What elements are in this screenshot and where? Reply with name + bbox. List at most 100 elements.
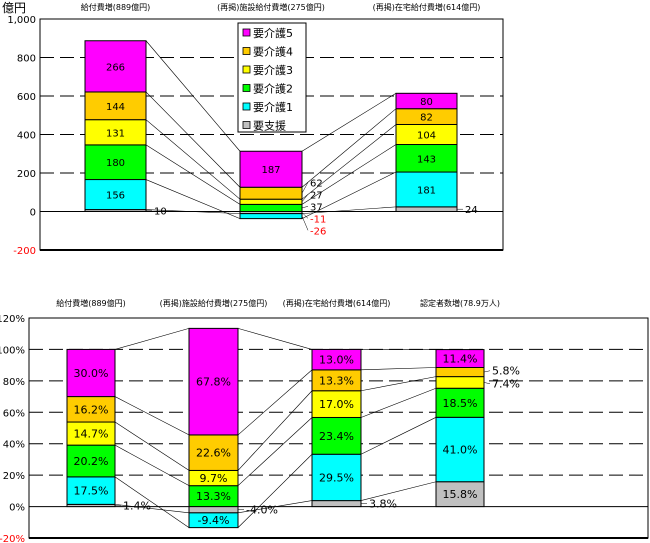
data-label: 181 <box>417 185 436 196</box>
series-connector-line <box>301 144 397 205</box>
series-connector-line <box>114 444 190 486</box>
data-label: 143 <box>417 154 436 165</box>
data-label: 16.2% <box>74 403 109 416</box>
bar-segment <box>239 150 303 188</box>
series-connector-line <box>237 369 313 436</box>
bar-segment <box>311 453 362 502</box>
data-label: -11 <box>310 214 326 225</box>
bar-segment <box>435 349 485 369</box>
series-connector-line <box>114 328 190 350</box>
legend-label: 要介護4 <box>253 45 293 59</box>
series-connector-line <box>360 376 437 392</box>
data-label: 15.8% <box>443 488 478 501</box>
category-title: 認定者数増(78.9万人) <box>420 298 500 308</box>
data-label-leader <box>301 216 309 231</box>
bar-segment <box>395 144 458 173</box>
data-label: 23.4% <box>319 430 354 443</box>
legend-swatch <box>242 84 251 92</box>
series-connector-line <box>114 476 190 528</box>
y-tick-label: 200 <box>17 169 36 180</box>
data-label: 20.2% <box>74 455 109 468</box>
y-tick-label: 40% <box>3 440 25 451</box>
data-label-leader <box>301 194 309 202</box>
y-tick-label: 20% <box>3 471 25 482</box>
series-connector-line <box>360 481 437 501</box>
data-label-leader <box>301 212 309 219</box>
series-connector-line <box>237 454 313 528</box>
y-tick-label: 100% <box>0 345 25 356</box>
series-connector-line <box>301 171 397 219</box>
data-label: 11.4% <box>443 353 478 366</box>
category-title: (再掲)在宅給付費増(614億円) <box>283 298 391 308</box>
bar-segment <box>84 40 147 93</box>
data-label: 10 <box>154 207 167 218</box>
series-connector-line <box>145 144 241 205</box>
data-label-leader <box>483 370 491 373</box>
y-tick-label: 60% <box>3 408 25 419</box>
data-label: -4.0% <box>246 504 278 517</box>
data-label: 22.6% <box>196 447 231 460</box>
data-label: 131 <box>106 128 125 139</box>
data-label: 13.0% <box>319 354 354 367</box>
legend-label: 要介護3 <box>253 63 293 77</box>
bar-segment <box>66 476 116 505</box>
series-connector-line <box>145 179 241 219</box>
series-connector-line <box>145 40 241 152</box>
category-title: (再掲)施設給付費増(275億円) <box>217 2 325 12</box>
data-label: 17.5% <box>74 485 109 498</box>
category-title: 給付費増(889億円) <box>56 298 126 308</box>
data-label: 18.5% <box>443 397 478 410</box>
series-connector-line <box>301 93 397 152</box>
series-connector-line <box>301 108 397 188</box>
legend-swatch <box>242 102 251 111</box>
bar-segment <box>84 91 147 121</box>
bar-segment <box>311 390 362 418</box>
bar-segment <box>239 203 303 213</box>
data-label: 13.3% <box>196 490 231 503</box>
data-label: 27 <box>310 190 323 201</box>
bar-segment <box>311 348 362 371</box>
data-label: 144 <box>106 102 125 113</box>
data-label: 5.8% <box>492 365 520 378</box>
y-tick-label: 800 <box>17 54 36 65</box>
series-connector-line <box>360 367 437 371</box>
bar-segment <box>435 367 485 378</box>
data-label: 24 <box>465 205 478 216</box>
bar-segment <box>84 144 147 181</box>
data-label: 187 <box>261 165 280 176</box>
legend-label: 要介護1 <box>253 100 293 114</box>
category-title: (再掲)施設給付費増(275億円) <box>160 298 268 308</box>
legend-label: 要介護2 <box>253 82 293 96</box>
data-label-leader <box>483 382 491 384</box>
data-label: 67.8% <box>196 376 231 389</box>
y-tick-label: 400 <box>17 131 36 142</box>
series-connector-line <box>360 387 437 418</box>
bar-segment <box>84 119 147 146</box>
y-tick-label: 1,000 <box>7 15 36 26</box>
bar-segment <box>66 348 116 398</box>
data-label: 104 <box>417 131 436 142</box>
data-label: 1.4% <box>123 499 151 512</box>
bar-segment <box>395 206 458 213</box>
data-label: 9.7% <box>200 472 228 485</box>
legend-swatch <box>242 121 251 129</box>
series-connector-line <box>114 421 190 471</box>
series-connector-line <box>301 206 397 214</box>
legend-box <box>237 22 307 133</box>
bar-segment <box>188 327 239 436</box>
bar-segment <box>435 376 485 389</box>
data-label: 14.7% <box>74 428 109 441</box>
y-tick-label: 120% <box>0 314 25 325</box>
data-label: 13.3% <box>319 374 354 387</box>
legend-swatch <box>242 47 251 55</box>
bar-segment <box>435 416 485 483</box>
bar-segment <box>66 444 116 478</box>
data-label: 180 <box>106 158 125 169</box>
bar-segment <box>395 92 458 110</box>
series-connector-line <box>145 209 241 214</box>
series-connector-line <box>301 124 397 200</box>
data-label: 37 <box>310 202 323 213</box>
legend-label: 要支援 <box>253 119 286 133</box>
